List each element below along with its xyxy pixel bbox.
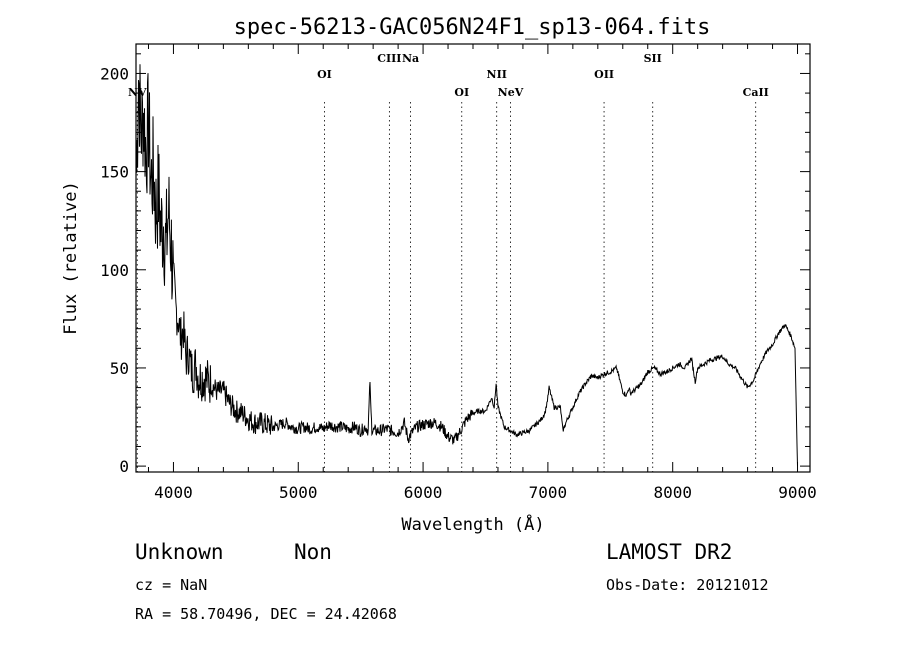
spectral-line-label: NII	[487, 68, 507, 81]
y-axis-ticks: 0 50 100 150 200	[100, 53, 810, 476]
spectral-line-label: CIII	[377, 52, 401, 65]
spectral-line-label: NeV	[498, 86, 524, 99]
y-tick-label: 100	[100, 261, 129, 280]
spectral-line-markers: NV OI CIII Na OI NII NeV OII SII CaII	[128, 52, 769, 472]
redshift-text: cz = NaN	[135, 576, 207, 594]
spectral-line-label: SII	[644, 52, 662, 65]
survey-text: LAMOST DR2	[606, 540, 732, 564]
spectral-line-label: OI	[454, 86, 469, 99]
spectral-line-label: CaII	[743, 86, 769, 99]
spectral-line-label: Na	[402, 52, 419, 65]
y-tick-label: 200	[100, 64, 129, 83]
y-tick-label: 0	[119, 457, 129, 476]
obs-date-text: Obs-Date: 20121012	[606, 576, 769, 594]
x-axis-label: Wavelength (Å)	[401, 513, 544, 535]
spectral-line-label: OII	[594, 68, 614, 81]
x-tick-label: 7000	[529, 483, 568, 502]
x-tick-label: 4000	[154, 483, 193, 502]
object-class-text: Unknown	[135, 540, 224, 564]
spectrum-series-line	[136, 64, 798, 467]
spectral-line-label: NV	[128, 86, 147, 99]
x-tick-label: 8000	[653, 483, 692, 502]
spectral-line-label: OI	[317, 68, 332, 81]
x-tick-label: 6000	[404, 483, 443, 502]
chart-title: spec-56213-GAC056N24F1_sp13-064.fits	[234, 15, 711, 40]
y-tick-label: 150	[100, 163, 129, 182]
x-axis-ticks: 4000 5000 6000 7000 8000 9000	[147, 44, 817, 502]
y-tick-label: 50	[110, 359, 129, 378]
x-tick-label: 9000	[778, 483, 817, 502]
x-tick-label: 5000	[279, 483, 318, 502]
coordinates-text: RA = 58.70496, DEC = 24.42068	[135, 605, 397, 623]
subclass-text: Non	[294, 540, 332, 564]
y-axis-label: Flux (relative)	[61, 181, 81, 335]
